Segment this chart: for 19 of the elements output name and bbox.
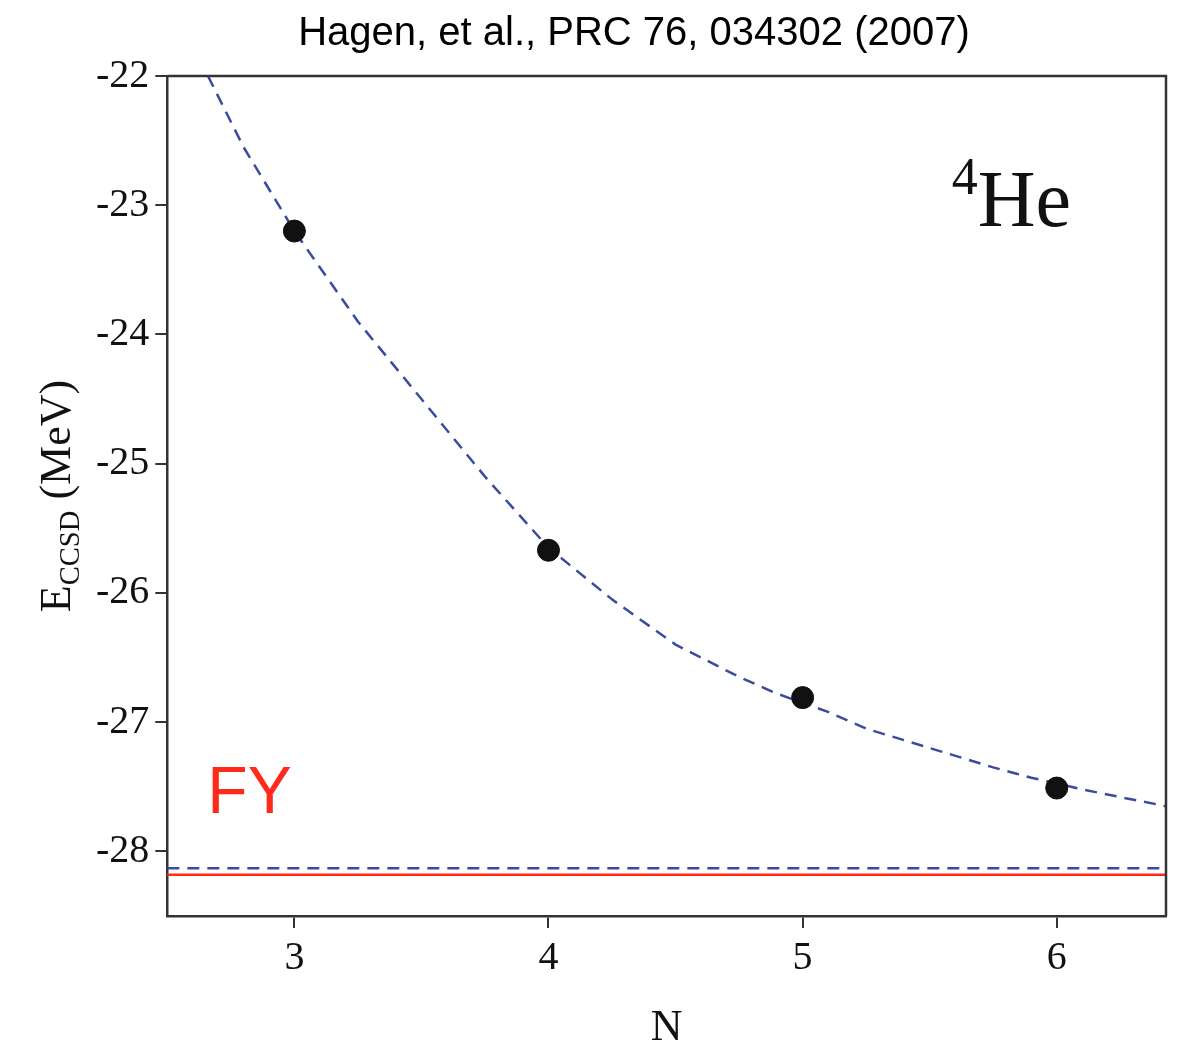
point bbox=[537, 538, 560, 562]
y-tick-label: -25 bbox=[95, 438, 150, 484]
point bbox=[791, 686, 815, 710]
x-axis-title: N bbox=[650, 1001, 683, 1048]
x-tick-label: 3 bbox=[284, 932, 305, 978]
chart-title: Hagen, et al., PRC 76, 034302 (2007) bbox=[298, 9, 970, 54]
y-axis-title: ECCSD (MeV) bbox=[31, 379, 85, 613]
y-tick-label: -27 bbox=[95, 696, 150, 742]
y-tick-label: -22 bbox=[95, 50, 150, 96]
y-tick-label: -26 bbox=[95, 567, 150, 613]
y-tick-label: -23 bbox=[95, 179, 150, 225]
x-tick-label: 5 bbox=[792, 932, 813, 978]
x-tick-label: 4 bbox=[538, 932, 559, 978]
y-tick-label: -28 bbox=[95, 825, 150, 871]
x-tick-label: 6 bbox=[1046, 932, 1067, 978]
point bbox=[1045, 776, 1069, 800]
point bbox=[282, 219, 306, 243]
ref-line-label: FY bbox=[207, 752, 292, 827]
y-tick-label: -24 bbox=[95, 308, 150, 354]
